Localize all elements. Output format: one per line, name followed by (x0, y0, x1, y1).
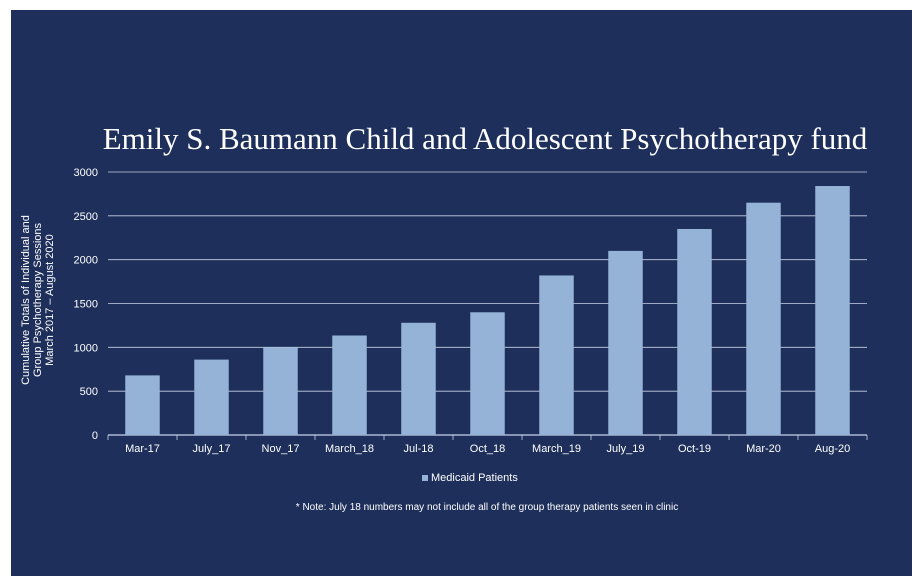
y-axis-ticks: 0 500 1000 1500 2000 2500 3000 (74, 167, 98, 442)
legend-label-medicaid-patients: Medicaid Patients (431, 472, 518, 484)
x-axis-ticks: Mar-17 July_17 Nov_17 March_18 Jul-18 Oct_18 M… (107, 435, 868, 455)
x-tick-label-july-19: July_19 (607, 443, 645, 455)
y-tick-label-3000: 3000 (74, 167, 98, 179)
bar-mar-20 (746, 202, 781, 435)
bar-nov-17 (263, 347, 298, 435)
y-tick-label-1500: 1500 (74, 299, 98, 311)
legend: Medicaid Patients (422, 472, 518, 484)
x-tick-label-jul-18: Jul-18 (404, 443, 434, 455)
x-tick-label-oct-19: Oct-19 (678, 443, 711, 455)
y-axis-label-line-2: Group Psychotherapy Sessions (32, 222, 44, 377)
x-tick-label-nov-17: Nov_17 (262, 443, 300, 455)
x-tick-label-mar-20: Mar-20 (746, 443, 781, 455)
y-axis-label-line-1: Cumulative Totals of Individual and (20, 215, 32, 385)
y-axis-label: Cumulative Totals of Individual and Grou… (20, 215, 56, 385)
bar-march-19 (539, 275, 574, 435)
chart-slide: Emily S. Baumann Child and Adolescent Ps… (11, 10, 912, 576)
bar-aug-20 (815, 186, 850, 435)
y-tick-label-2000: 2000 (74, 255, 98, 267)
y-axis-label-line-3: March 2017 – August 2020 (44, 234, 56, 365)
y-tick-label-0: 0 (92, 430, 98, 442)
bars (125, 186, 850, 435)
bar-march-18 (332, 335, 367, 435)
x-tick-label-march-19: March_19 (532, 443, 581, 455)
chart-title: Emily S. Baumann Child and Adolescent Ps… (103, 121, 868, 156)
x-tick-label-mar-17: Mar-17 (125, 443, 160, 455)
bar-oct-19 (677, 228, 712, 435)
chart-note: * Note: July 18 numbers may not include … (296, 502, 678, 513)
bar-oct-18 (470, 312, 505, 435)
x-tick-label-march-18: March_18 (325, 443, 374, 455)
x-tick-label-aug-20: Aug-20 (815, 443, 850, 455)
grid-lines (108, 171, 867, 436)
bar-jul-18 (401, 322, 436, 435)
y-tick-label-1000: 1000 (74, 342, 98, 354)
y-tick-label-2500: 2500 (74, 211, 98, 223)
x-tick-label-july-17: July_17 (193, 443, 231, 455)
bar-july-19 (608, 250, 643, 435)
x-tick-label-oct-18: Oct_18 (470, 443, 505, 455)
y-tick-label-500: 500 (80, 386, 98, 398)
legend-swatch (422, 475, 428, 481)
bar-mar-17 (125, 375, 160, 435)
bar-chart: Emily S. Baumann Child and Adolescent Ps… (20, 121, 868, 513)
bar-july-17 (194, 359, 229, 435)
